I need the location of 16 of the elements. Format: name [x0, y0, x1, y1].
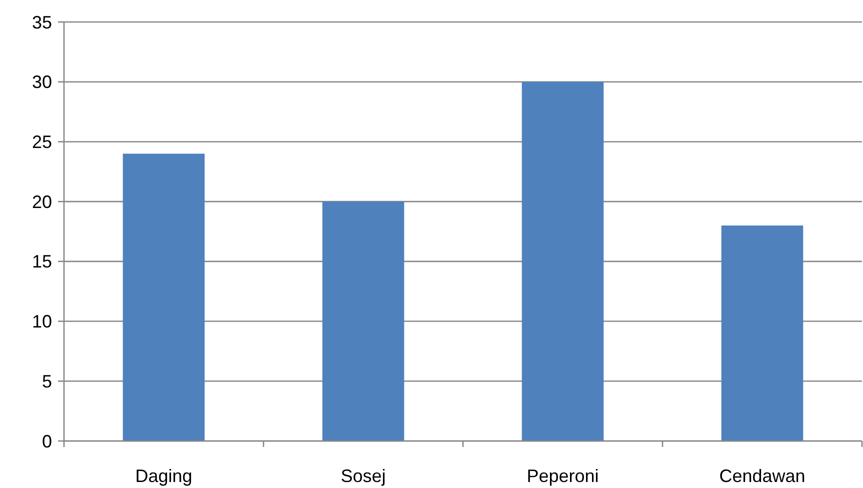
x-tick-label: Sosej: [340, 466, 386, 486]
bar: [122, 154, 205, 441]
y-tick-label: 20: [32, 192, 52, 212]
y-tick-label: 0: [42, 431, 52, 452]
y-tick-label: 30: [32, 72, 52, 92]
y-tick-label: 35: [32, 12, 52, 32]
x-tick-label: Peperoni: [526, 466, 599, 486]
x-tick-label: Daging: [135, 466, 192, 486]
y-tick-label: 5: [42, 371, 52, 392]
y-tick-label: 15: [32, 252, 52, 272]
y-tick-label: 10: [32, 312, 52, 332]
bar: [522, 82, 604, 441]
bar: [721, 226, 804, 441]
bar: [322, 202, 404, 441]
y-tick-label: 25: [32, 132, 52, 152]
x-tick-label: Cendawan: [719, 466, 806, 486]
